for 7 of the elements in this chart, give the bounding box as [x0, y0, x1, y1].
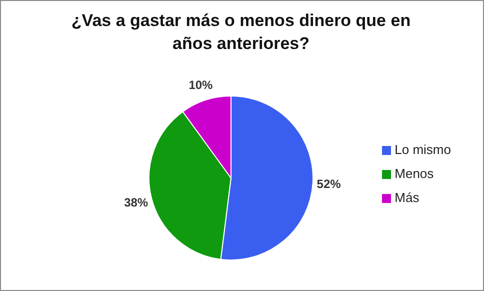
- chart-title: ¿Vas a gastar más o menos dinero que en años anteriores?: [70, 10, 412, 55]
- data-label: 38%: [124, 195, 148, 210]
- legend-label: Lo mismo: [394, 142, 451, 156]
- legend-label: Más: [394, 190, 420, 204]
- data-label: 52%: [316, 177, 342, 192]
- data-label: 10%: [188, 78, 214, 92]
- legend-label: Menos: [394, 166, 434, 180]
